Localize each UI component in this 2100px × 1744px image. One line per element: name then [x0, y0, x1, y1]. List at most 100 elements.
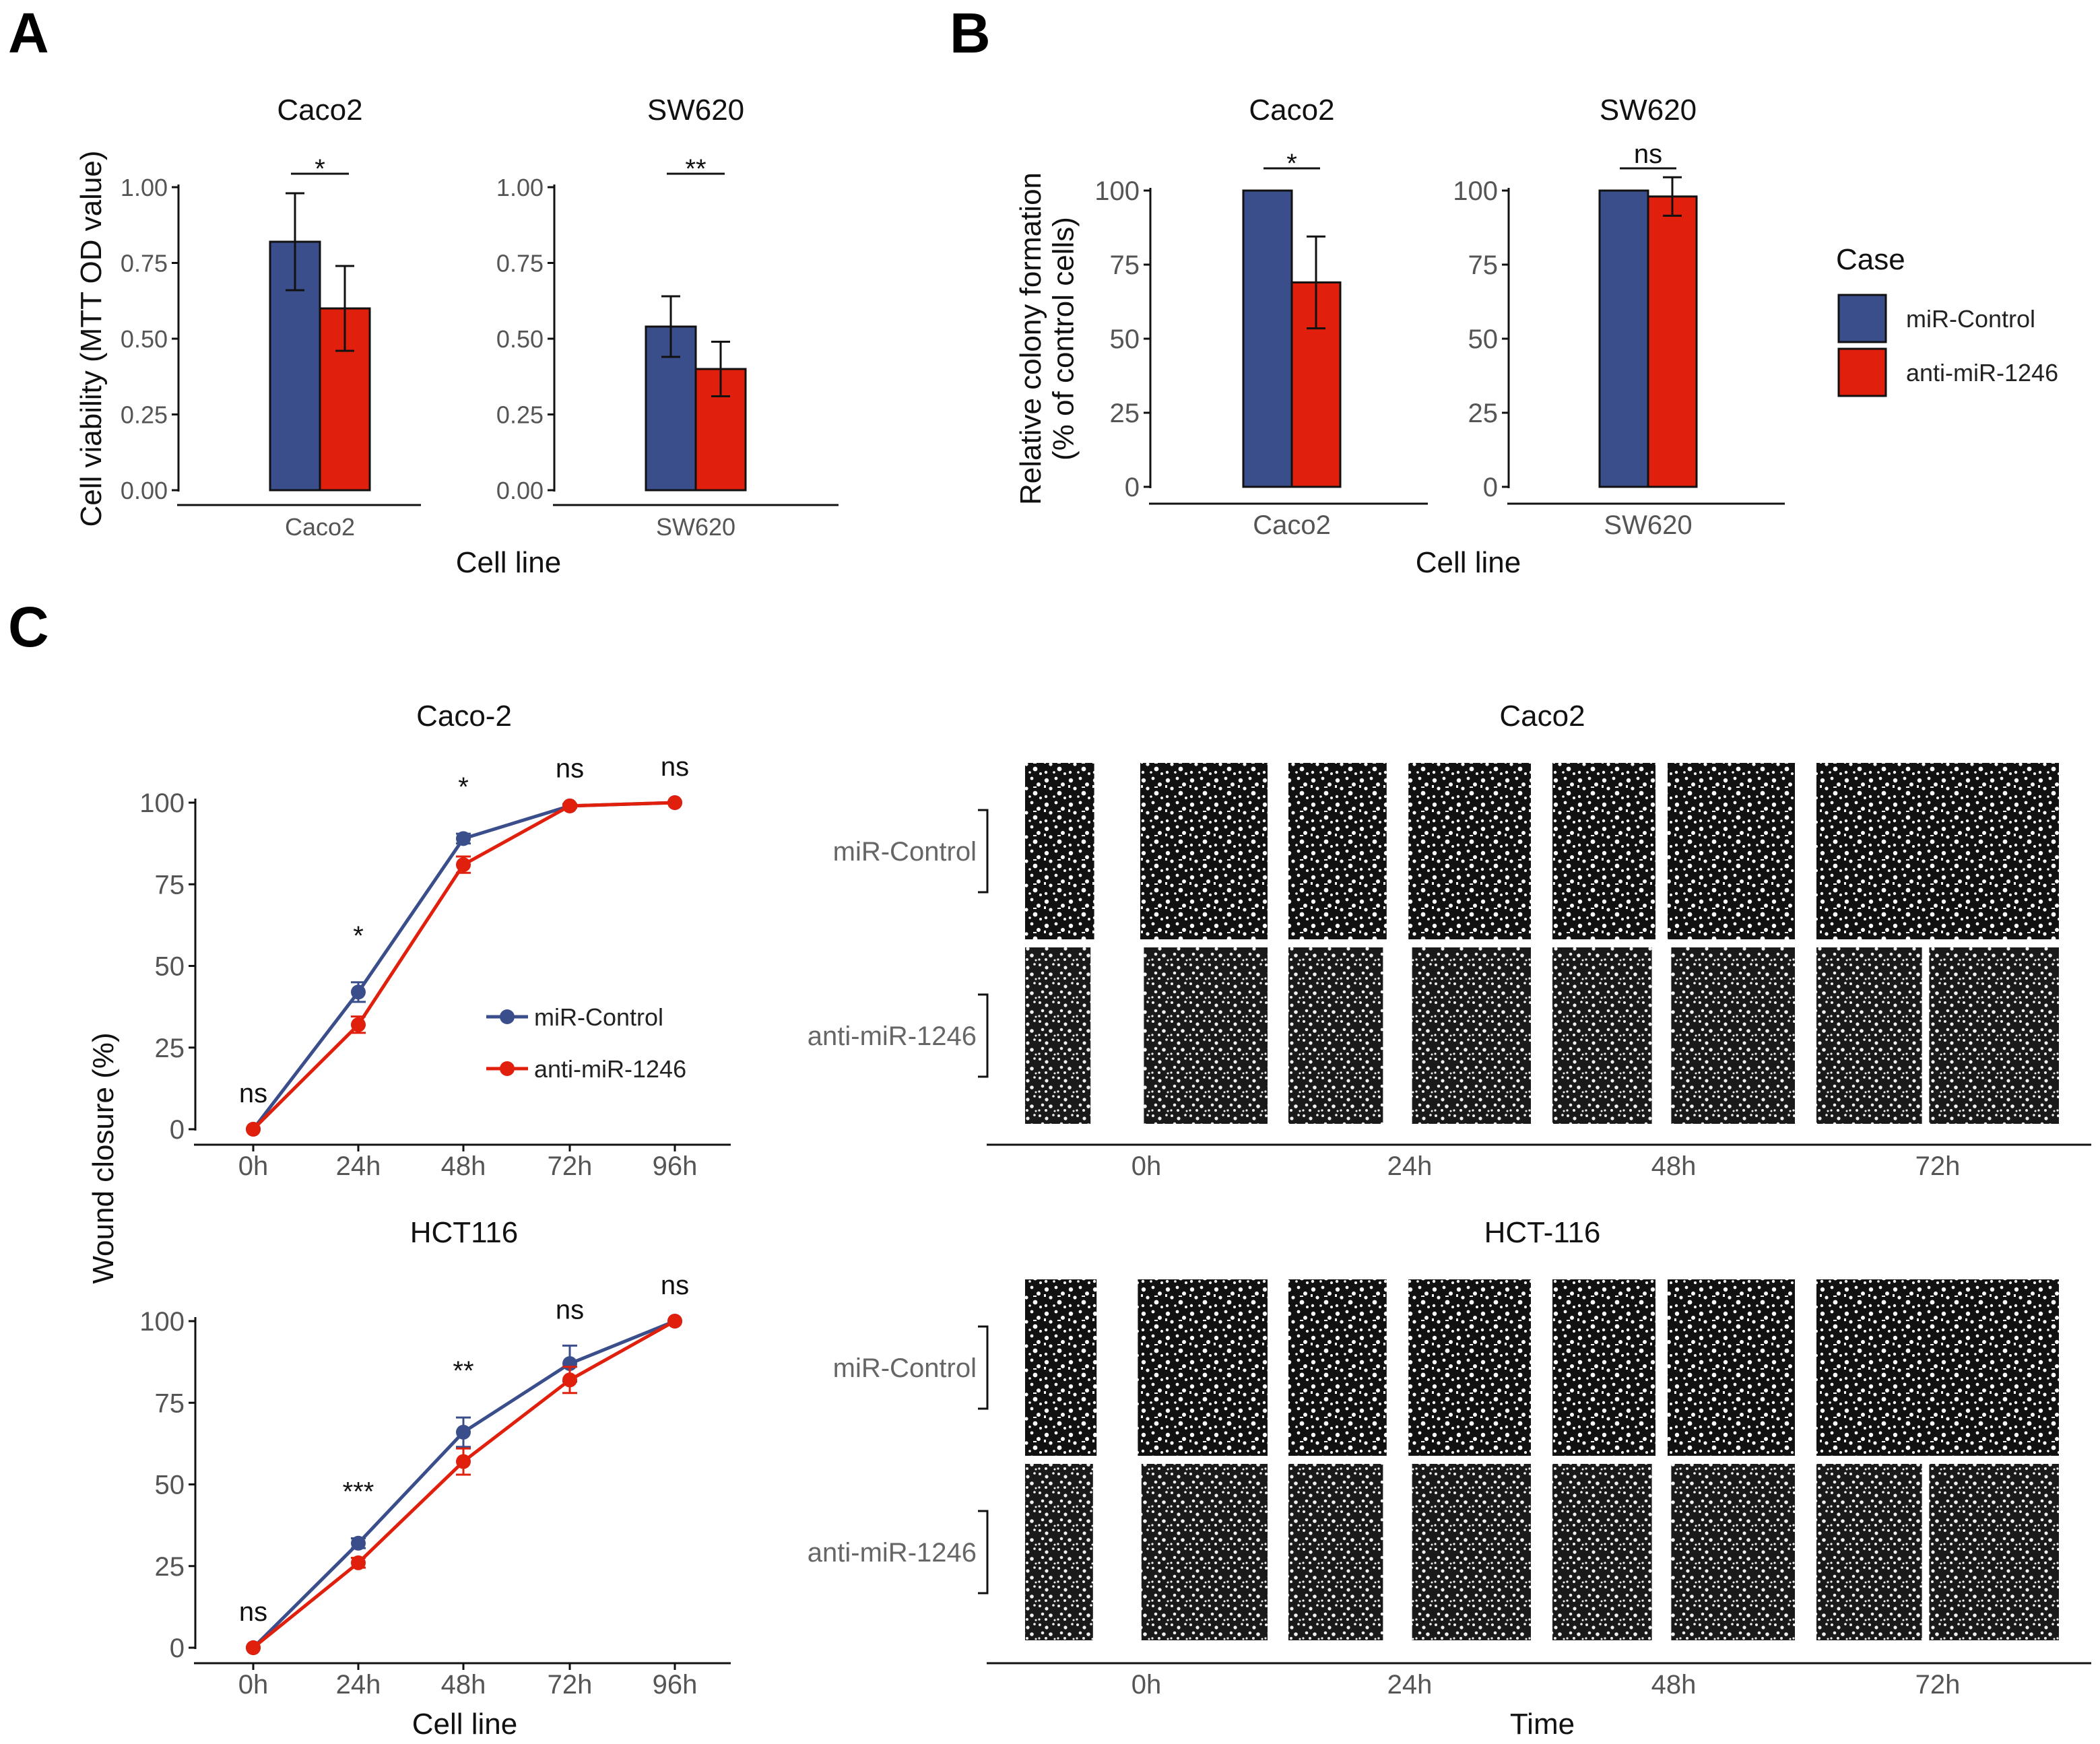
data-point-anti-mir-1246: [351, 1017, 366, 1032]
significance-label: *: [315, 154, 325, 184]
line-legend-label-control: miR-Control: [534, 1003, 663, 1031]
data-point-anti-mir-1246: [351, 1555, 366, 1570]
micrograph-tile: [1025, 1279, 1268, 1456]
x-tick-label: 72h: [548, 1151, 593, 1181]
y-tick-label: 50: [155, 1471, 185, 1500]
panel-letter-c: C: [8, 595, 49, 659]
y-tick-label: 0: [170, 1634, 185, 1663]
x-category-label: Caco2: [1253, 510, 1331, 540]
time-label: 72h: [1915, 1151, 1961, 1181]
row-label: anti-miR-1246: [808, 1538, 977, 1568]
x-category-label: SW620: [656, 513, 735, 541]
y-tick-label: 75: [155, 870, 185, 900]
data-point-mir-control: [456, 1424, 471, 1440]
micrograph-tile: [1025, 1464, 1268, 1640]
panel-a-x-axis-label: Cell line: [456, 546, 562, 579]
y-tick-label: 0: [1125, 473, 1140, 502]
wound-gap: [1383, 947, 1412, 1124]
chart-b-sw620: SW620 0 25 50 75 100 SW620 ns: [1453, 94, 1785, 540]
time-label: 48h: [1651, 1670, 1697, 1700]
x-tick-label: 0h: [238, 1670, 269, 1700]
row-label: anti-miR-1246: [808, 1021, 977, 1051]
wound-gap: [1092, 1464, 1142, 1640]
data-point-anti-mir-1246: [456, 857, 471, 873]
panel-b-x-axis-label: Cell line: [1416, 546, 1521, 579]
significance-label: **: [453, 1356, 473, 1386]
data-point-anti-mir-1246: [246, 1640, 261, 1655]
significance-label: ns: [661, 1271, 689, 1300]
significance-label: *: [1286, 149, 1297, 178]
panel-c-y-axis-label: Wound closure (%): [87, 1032, 120, 1283]
y-tick-label: 50: [1468, 325, 1499, 354]
time-label: 0h: [1131, 1151, 1162, 1181]
y-tick-label: 100: [139, 789, 185, 818]
wound-gap: [1651, 947, 1672, 1124]
case-legend-label-anti: anti-miR-1246: [1906, 359, 2058, 387]
time-label: 72h: [1915, 1670, 1961, 1700]
y-tick-label: 0.50: [496, 325, 544, 353]
panel-letter-a: A: [8, 1, 49, 65]
x-tick-label: 24h: [336, 1151, 381, 1181]
micrograph-x-axis-label: Time: [1510, 1708, 1575, 1741]
micrograph-tile: [1552, 947, 1795, 1124]
significance-label: ns: [556, 753, 584, 783]
micrograph-tile: [1025, 763, 1268, 939]
y-tick-label: 75: [155, 1388, 185, 1418]
micrograph-tile: [1552, 1279, 1795, 1456]
wound-gap: [1090, 947, 1144, 1124]
chart-title: SW620: [647, 94, 744, 127]
significance-label: **: [685, 154, 706, 184]
chart-b-caco2: Caco2 0 25 50 75 100 Caco2 Relative colony form…: [1014, 94, 1428, 540]
panel-letter-b: B: [950, 1, 991, 65]
micrograph-tile: [1816, 763, 2059, 939]
y-tick-label: 0.75: [496, 250, 544, 277]
case-legend-title: Case: [1836, 243, 1905, 276]
line-legend-point-control: [500, 1009, 515, 1024]
chart-a-sw620: SW620 0.00 0.25 0.50 0.75 1.00 SW620 **: [496, 94, 839, 541]
y-tick-label: 1.00: [496, 174, 544, 201]
x-tick-label: 48h: [441, 1670, 486, 1700]
x-tick-label: 0h: [238, 1151, 269, 1181]
wound-gap: [1655, 763, 1668, 939]
y-tick-label: 75: [1468, 250, 1499, 280]
y-tick-label: 50: [155, 952, 185, 982]
x-tick-label: 72h: [548, 1670, 593, 1700]
micrograph-tile: [1816, 1464, 2059, 1640]
significance-label: *: [458, 772, 469, 802]
line-legend-label-anti: anti-miR-1246: [534, 1055, 686, 1083]
y-tick-label: 75: [1110, 250, 1140, 280]
case-legend-swatch-control: [1837, 294, 1887, 343]
y-axis-label-line: (% of control cells): [1047, 217, 1080, 461]
micrograph-grid-hct116: HCT-116 miR-Control anti-miR-1246 0h 24h 48h…: [808, 1216, 2091, 1700]
significance-label: ***: [343, 1477, 374, 1507]
y-tick-label: 1.00: [121, 174, 168, 201]
row-bracket: [978, 1325, 989, 1410]
time-label: 24h: [1387, 1670, 1433, 1700]
x-tick-label: 96h: [653, 1670, 698, 1700]
time-label: 48h: [1651, 1151, 1697, 1181]
y-axis-label-line: Relative colony formation: [1014, 172, 1047, 505]
wound-gap: [1096, 1279, 1138, 1456]
data-point-anti-mir-1246: [456, 1454, 471, 1469]
significance-label: ns: [239, 1597, 267, 1627]
case-legend: Case miR-Control anti-miR-1246: [1836, 243, 2058, 397]
micrograph-tile: [1816, 947, 2059, 1124]
chart-title: Caco-2: [416, 700, 512, 733]
y-tick-label: 100: [1453, 176, 1498, 206]
significance-label: ns: [239, 1079, 267, 1108]
y-tick-label: 100: [1094, 176, 1140, 206]
y-tick-label: 0.75: [121, 250, 168, 277]
y-axis-label: Cell viability (MTT OD value): [75, 150, 108, 527]
row-label: miR-Control: [833, 837, 977, 867]
wound-gap: [1386, 763, 1409, 939]
data-point-mir-control: [456, 831, 471, 846]
wound-gap: [1922, 947, 1930, 1124]
time-label: 24h: [1387, 1151, 1433, 1181]
chart-title: HCT116: [410, 1216, 519, 1249]
data-point-anti-mir-1246: [562, 1372, 577, 1388]
data-point-anti-mir-1246: [667, 1314, 682, 1329]
micrograph-title-caco2: Caco2: [1499, 700, 1585, 733]
data-point-anti-mir-1246: [246, 1122, 261, 1137]
